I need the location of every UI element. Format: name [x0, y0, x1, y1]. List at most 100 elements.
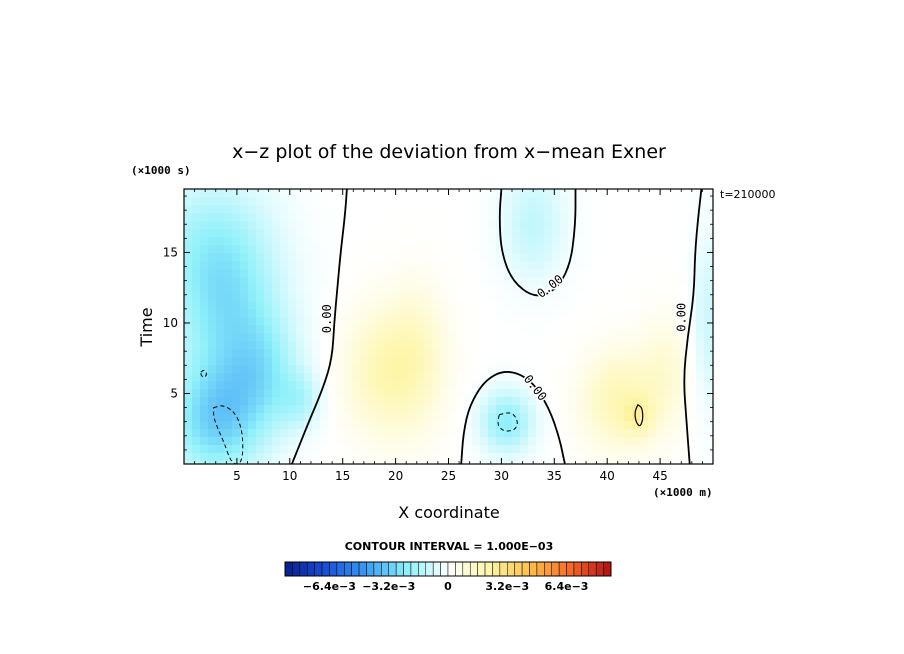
field-cell: [624, 413, 633, 422]
field-cell: [592, 357, 601, 366]
field-cell: [440, 245, 449, 254]
field-cell: [352, 285, 361, 294]
field-cell: [448, 301, 457, 310]
field-cell: [472, 301, 481, 310]
field-cell: [640, 389, 649, 398]
field-cell: [504, 437, 513, 446]
field-cell: [184, 341, 193, 350]
field-cell: [656, 349, 665, 358]
field-cell: [248, 405, 257, 414]
field-cell: [400, 461, 409, 464]
field-cell: [200, 389, 209, 398]
field-cell: [672, 301, 681, 310]
field-cell: [280, 453, 289, 462]
field-cell: [208, 429, 217, 438]
field-cell: [432, 301, 441, 310]
field-cell: [600, 237, 609, 246]
field-cell: [544, 237, 553, 246]
field-cell: [248, 341, 257, 350]
field-cell: [200, 205, 209, 214]
field-cell: [232, 437, 241, 446]
field-cell: [352, 213, 361, 222]
field-cell: [360, 381, 369, 390]
field-cell: [352, 301, 361, 310]
y-tick-label: 5: [170, 386, 178, 400]
field-cell: [272, 349, 281, 358]
field-cell: [504, 397, 513, 406]
field-cell: [416, 373, 425, 382]
field-cell: [680, 205, 689, 214]
field-cell: [600, 453, 609, 462]
field-cell: [648, 309, 657, 318]
field-cell: [552, 237, 561, 246]
field-cell: [576, 405, 585, 414]
field-cell: [400, 373, 409, 382]
field-cell: [552, 373, 561, 382]
field-cell: [368, 445, 377, 454]
field-cell: [464, 333, 473, 342]
colorbar-swatch: [573, 561, 582, 577]
field-cell: [496, 397, 505, 406]
field-cell: [384, 413, 393, 422]
field-cell: [264, 301, 273, 310]
field-cell: [272, 253, 281, 262]
field-cell: [496, 341, 505, 350]
field-cell: [248, 389, 257, 398]
field-cell: [624, 221, 633, 230]
field-cell: [528, 309, 537, 318]
field-cell: [312, 437, 321, 446]
field-cell: [704, 381, 713, 390]
field-cell: [208, 341, 217, 350]
field-cell: [464, 261, 473, 270]
field-cell: [576, 293, 585, 302]
field-cell: [432, 453, 441, 462]
field-cell: [624, 293, 633, 302]
field-cell: [408, 429, 417, 438]
field-cell: [648, 397, 657, 406]
field-cell: [544, 357, 553, 366]
field-cell: [328, 261, 337, 270]
field-cell: [608, 301, 617, 310]
field-cell: [520, 333, 529, 342]
field-cell: [256, 261, 265, 270]
field-cell: [528, 429, 537, 438]
field-cell: [656, 357, 665, 366]
field-cell: [256, 221, 265, 230]
field-cell: [552, 381, 561, 390]
x-tick-label: 10: [282, 469, 297, 483]
field-cell: [296, 277, 305, 286]
field-cell: [376, 261, 385, 270]
field-cell: [592, 229, 601, 238]
field-cell: [200, 317, 209, 326]
colorbar-swatch: [373, 561, 382, 577]
field-cell: [544, 453, 553, 462]
field-cell: [568, 317, 577, 326]
field-cell: [208, 237, 217, 246]
field-cell: [512, 301, 521, 310]
field-cell: [208, 205, 217, 214]
field-cell: [440, 421, 449, 430]
field-cell: [496, 269, 505, 278]
field-cell: [184, 373, 193, 382]
field-cell: [400, 445, 409, 454]
field-cell: [424, 237, 433, 246]
colorbar-swatch: [581, 561, 590, 577]
field-cell: [592, 405, 601, 414]
field-cell: [512, 277, 521, 286]
field-cell: [328, 213, 337, 222]
field-cell: [632, 349, 641, 358]
field-cell: [256, 461, 265, 464]
field-cell: [264, 205, 273, 214]
field-cell: [680, 325, 689, 334]
field-cell: [248, 245, 257, 254]
field-cell: [552, 245, 561, 254]
field-cell: [240, 317, 249, 326]
field-cell: [344, 293, 353, 302]
field-cell: [560, 365, 569, 374]
field-cell: [448, 453, 457, 462]
field-cell: [464, 245, 473, 254]
field-cell: [384, 437, 393, 446]
field-cell: [496, 437, 505, 446]
field-cell: [312, 317, 321, 326]
field-cell: [384, 405, 393, 414]
